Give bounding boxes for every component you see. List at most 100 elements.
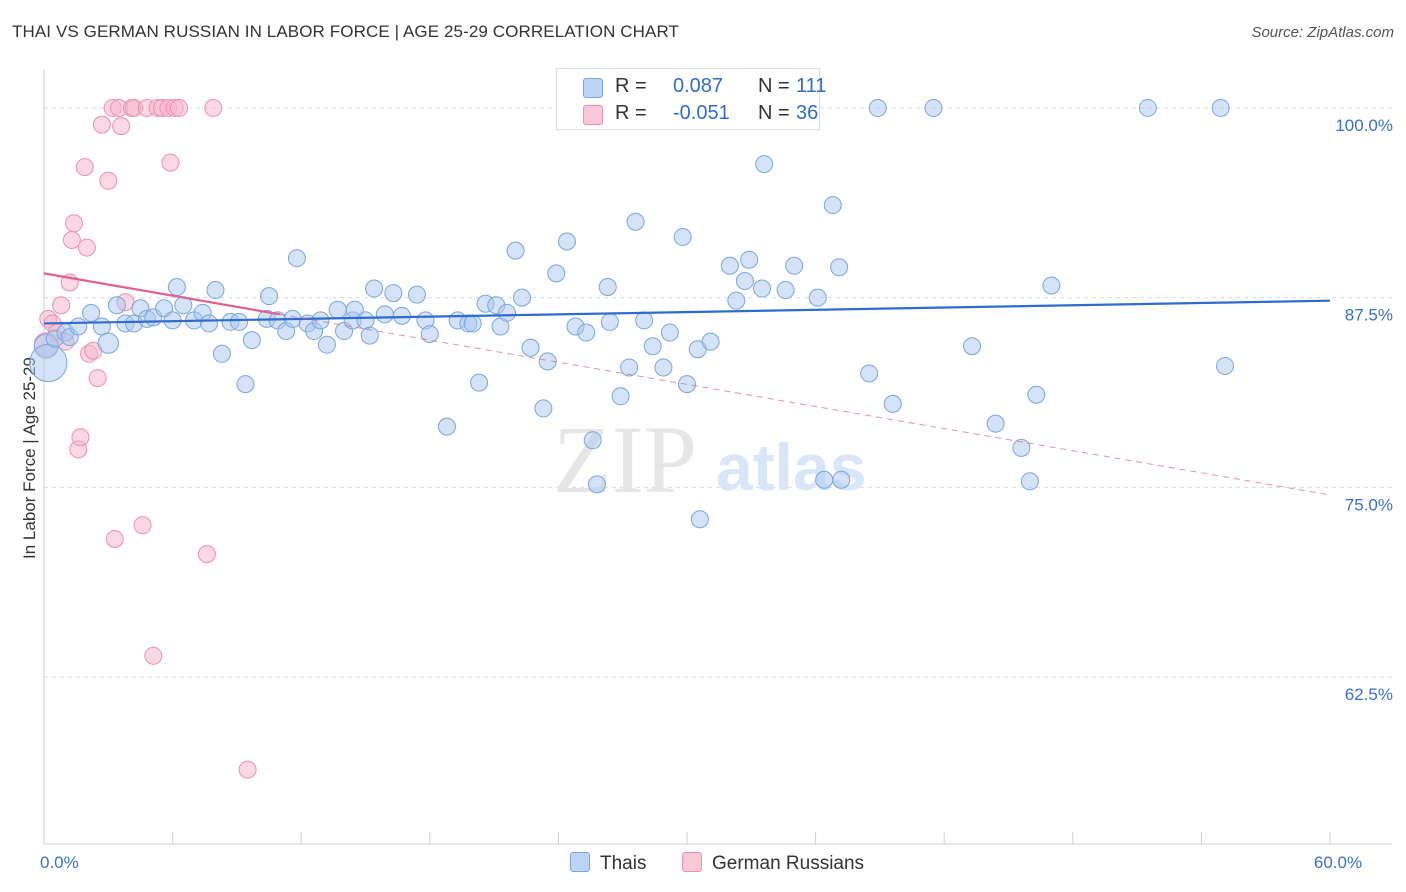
german-russians-trend-extension	[279, 313, 1331, 496]
german-russian-point	[99, 171, 118, 190]
thai-point	[107, 296, 126, 315]
german-russians-points	[33, 98, 257, 779]
trend-lines	[43, 272, 1331, 496]
thai-point	[360, 326, 379, 345]
german-russian-point	[75, 158, 94, 177]
german-russians-legend-swatch	[682, 852, 702, 872]
thai-point	[497, 303, 516, 322]
thai-point	[701, 332, 720, 351]
thai-point	[832, 470, 851, 489]
thai-point	[97, 332, 120, 354]
correlation-legend: R = 0.087 N = 111 R = -0.051 N = 36	[556, 68, 826, 130]
thai-point	[212, 344, 231, 363]
x-tick-label: 60.0%	[1314, 853, 1362, 872]
r-value: 0.087	[673, 75, 724, 97]
thai-point	[69, 317, 88, 336]
thai-point	[924, 98, 943, 117]
german-russian-point	[197, 545, 216, 564]
thai-point	[437, 417, 456, 436]
thai-point	[356, 311, 375, 330]
thai-point	[643, 337, 662, 356]
thai-point	[611, 387, 630, 406]
thai-point	[1211, 98, 1230, 117]
thai-point	[328, 300, 347, 319]
thai-point	[1012, 438, 1031, 457]
thai-point	[986, 414, 1005, 433]
thai-point	[755, 155, 774, 174]
thai-point	[735, 271, 754, 290]
thai-point	[785, 256, 804, 275]
thais-trend-line	[43, 299, 1331, 325]
german-russian-point	[62, 230, 81, 249]
german-russian-point	[105, 529, 124, 548]
german-russian-point	[161, 153, 180, 172]
thai-point	[808, 288, 827, 307]
thai-point	[206, 281, 225, 300]
thai-point	[626, 212, 645, 231]
thai-point	[230, 312, 249, 331]
thais-legend-label: Thais	[600, 853, 647, 874]
thai-point	[583, 431, 602, 450]
thai-point	[600, 312, 619, 331]
thai-point	[690, 510, 709, 529]
german-russian-point	[144, 646, 163, 665]
german-russians-swatch	[583, 105, 603, 125]
thai-point	[1027, 385, 1046, 404]
german-russian-point	[52, 296, 71, 315]
thai-point	[534, 399, 553, 418]
german-russian-point	[71, 428, 90, 447]
thai-point	[868, 98, 887, 117]
thai-point	[547, 264, 566, 283]
german-russian-point	[204, 98, 223, 117]
german-russians-trend-line	[43, 272, 280, 316]
tick-labels: 100.0% 87.5% 75.0% 62.5% 0.0% 60.0%	[40, 116, 1393, 872]
german-russian-point	[170, 98, 189, 117]
german-russian-point	[112, 117, 131, 136]
thai-point	[392, 306, 411, 325]
thai-point	[463, 314, 482, 333]
r-label: R =	[615, 102, 647, 124]
thai-point	[1215, 356, 1234, 375]
thai-point	[521, 338, 540, 357]
german-russians-legend-label: German Russians	[712, 853, 865, 874]
thai-point	[236, 375, 255, 394]
thai-point	[260, 287, 279, 306]
source-label: Source: ZipAtlas.com	[1251, 24, 1394, 41]
axes	[43, 70, 1392, 845]
watermark-atlas: atlas	[716, 430, 866, 504]
thai-point	[1138, 98, 1157, 117]
thai-point	[506, 241, 525, 260]
thai-point	[1020, 472, 1039, 491]
german-russian-point	[65, 214, 84, 233]
thai-point	[753, 279, 772, 298]
thais-legend-swatch	[570, 852, 590, 872]
thai-point	[673, 227, 692, 246]
thai-point	[420, 325, 439, 344]
thai-point	[92, 317, 111, 336]
thai-point	[830, 258, 849, 277]
thai-point	[557, 232, 576, 251]
thai-point	[29, 343, 68, 383]
german-russian-point	[92, 115, 111, 134]
german-russian-point	[88, 369, 107, 388]
thai-point	[82, 303, 101, 322]
thai-point	[740, 250, 759, 269]
thai-point	[587, 475, 606, 494]
thais-points	[29, 98, 1234, 529]
n-value: 36	[796, 102, 819, 124]
thai-point	[200, 314, 219, 333]
r-label: R =	[615, 75, 647, 97]
thai-point	[883, 394, 902, 413]
thai-point	[776, 281, 795, 300]
thai-point	[375, 305, 394, 324]
legend-item-thais: Thais	[570, 852, 646, 875]
thai-point	[660, 323, 679, 342]
thai-point	[287, 249, 306, 268]
thai-point	[242, 331, 261, 350]
y-tick-label: 100.0%	[1335, 116, 1393, 135]
y-tick-label: 87.5%	[1345, 306, 1393, 325]
german-russian-point	[77, 238, 96, 257]
thai-point	[1042, 276, 1061, 295]
thai-point	[727, 291, 746, 310]
